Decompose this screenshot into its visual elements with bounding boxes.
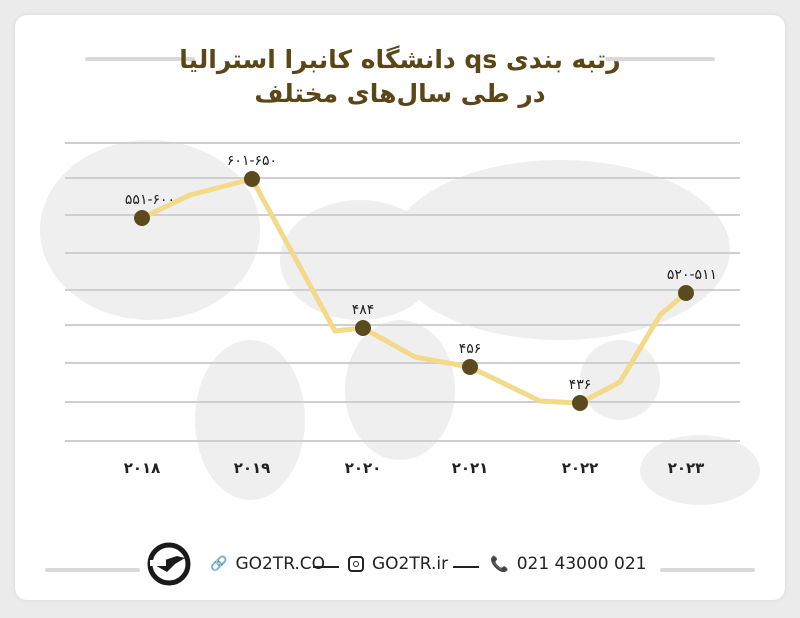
map-background-shape	[390, 160, 730, 340]
x-tick-label: ۲۰۲۱	[452, 459, 489, 477]
instagram-icon	[348, 556, 364, 572]
data-point	[462, 359, 478, 375]
logo-icon	[147, 542, 191, 586]
x-tick-label: ۲۰۱۸	[124, 459, 161, 477]
series-line	[139, 176, 689, 406]
x-tick-label: ۲۰۲۳	[668, 459, 705, 477]
phone-text: 021 43000 021	[516, 554, 647, 574]
data-point	[572, 395, 588, 411]
x-tick-label: ۲۰۲۰	[345, 459, 382, 477]
phone-icon: 📞	[490, 555, 509, 573]
data-point	[355, 320, 371, 336]
data-label: ۵۲۰-۵۱۱	[667, 267, 717, 283]
data-label: ۶۰۱-۶۵۰	[227, 153, 277, 169]
data-label: ۵۵۱-۶۰۰	[125, 192, 175, 208]
x-tick-label: ۲۰۲۲	[562, 459, 599, 477]
data-point	[244, 171, 260, 187]
data-point	[678, 285, 694, 301]
link-icon: 🔗	[210, 556, 228, 572]
title-divider-right	[605, 57, 715, 61]
title-divider-left	[85, 57, 195, 61]
separator	[313, 566, 339, 568]
chart-title: رتبه بندی qs دانشگاه کانبرا استرالیا در …	[15, 43, 785, 111]
instagram-text: GO2TR.ir	[372, 554, 449, 574]
x-tick-label: ۲۰۱۹	[234, 459, 271, 477]
website-link[interactable]: 🔗 GO2TR.CO	[210, 554, 325, 574]
data-point	[134, 210, 150, 226]
footer-divider-left	[45, 568, 140, 572]
separator	[453, 566, 479, 568]
map-background-shape	[345, 320, 455, 460]
map-background-shape	[640, 435, 760, 505]
data-label: ۴۸۴	[352, 302, 375, 318]
footer: 🔗 GO2TR.CO GO2TR.ir 📞 021 43000 021	[0, 542, 800, 586]
data-label: ۴۵۶	[459, 341, 482, 357]
phone-link[interactable]: 📞 021 43000 021	[490, 554, 646, 574]
footer-divider-right	[660, 568, 755, 572]
map-background-shape	[195, 340, 305, 500]
instagram-link[interactable]: GO2TR.ir	[348, 554, 448, 574]
website-text: GO2TR.CO	[235, 554, 326, 574]
map-background-shape	[40, 140, 260, 320]
title-line-2: در طی سال‌های مختلف	[254, 79, 546, 108]
data-label: ۴۳۶	[569, 377, 592, 393]
title-line-1: رتبه بندی qs دانشگاه کانبرا استرالیا	[179, 45, 621, 74]
